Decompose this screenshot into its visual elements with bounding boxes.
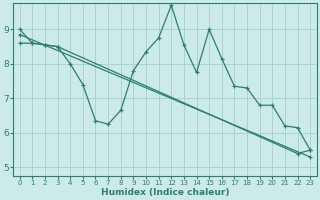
- X-axis label: Humidex (Indice chaleur): Humidex (Indice chaleur): [101, 188, 229, 197]
